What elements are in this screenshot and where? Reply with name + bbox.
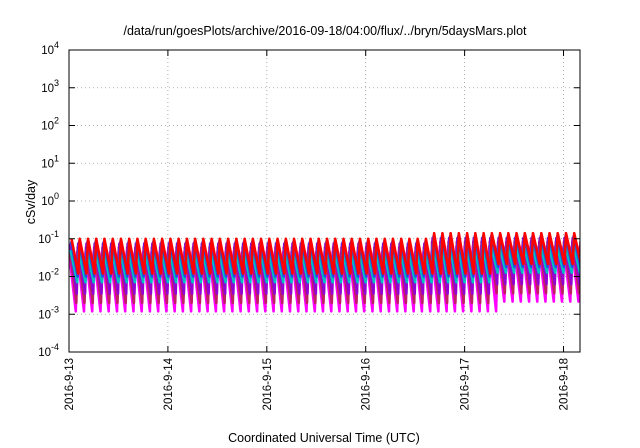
plot-frame [68, 49, 581, 353]
x-axis-title: Coordinated Universal Time (UTC) [228, 431, 420, 445]
x-tick-label: 2016-9-18 [559, 358, 571, 410]
y-tick-label: 102 [41, 116, 59, 133]
y-tick-label: 104 [41, 40, 59, 57]
y-tick-label: 10-2 [38, 267, 59, 284]
y-tick-label: 10-4 [38, 342, 59, 359]
y-tick-label: 101 [41, 153, 59, 170]
y-tick-label: 10-1 [38, 229, 59, 246]
y-tick-label: 103 [41, 78, 59, 95]
grid [68, 50, 580, 352]
x-tick-label: 2016-9-15 [262, 358, 274, 410]
y-tick-label: 10-3 [38, 304, 59, 321]
chart-title: /data/run/goesPlots/archive/2016-09-18/0… [123, 24, 527, 38]
y-axis-title: cSv/day [24, 179, 38, 224]
x-tick-label: 2016-9-16 [361, 358, 373, 410]
series-line [70, 231, 580, 275]
x-tick-label: 2016-9-17 [460, 358, 472, 410]
x-tick-label: 2016-9-13 [64, 358, 76, 410]
y-tick-label: 100 [41, 191, 59, 208]
y-axis: 10-4 10-3 10-2 10-1 100 101 102 103 104 [38, 40, 580, 359]
x-axis: 2016-9-13 2016-9-14 2016-9-15 2016-9-16 2016… [64, 50, 571, 410]
x-tick-label: 2016-9-14 [163, 357, 175, 410]
series-layer [69, 231, 580, 313]
